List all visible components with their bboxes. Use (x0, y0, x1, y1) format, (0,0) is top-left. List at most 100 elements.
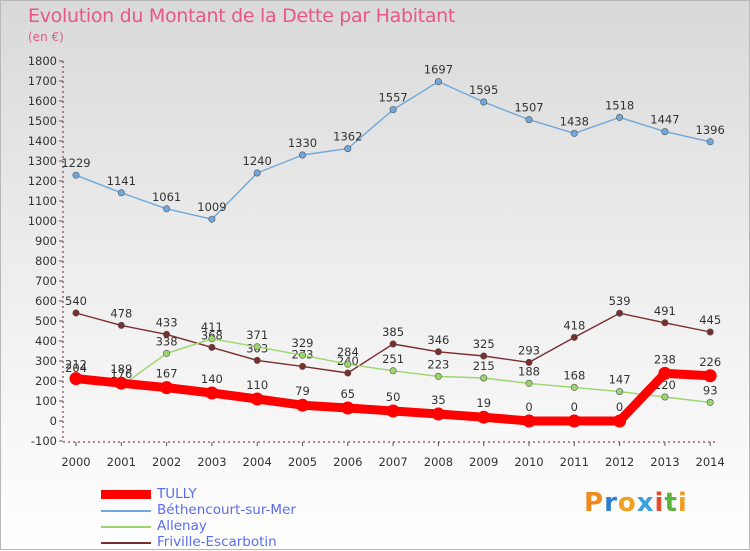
y-tick-label: 1800 (28, 54, 57, 68)
data-point-bethencourt-sur-mer (117, 189, 125, 197)
data-label-tully: 140 (201, 372, 223, 386)
brand-letter: i (654, 488, 665, 518)
data-label-allenay: 371 (246, 328, 268, 342)
data-point-bethencourt-sur-mer (525, 116, 533, 124)
data-label-bethencourt-sur-mer: 1330 (288, 136, 317, 150)
brand-letter: x (636, 488, 655, 518)
data-label-allenay: 215 (473, 359, 495, 373)
brand-letter: o (617, 488, 637, 518)
data-label-bethencourt-sur-mer: 1061 (152, 190, 181, 204)
y-tick-label: 1200 (28, 174, 57, 188)
data-label-allenay: 93 (703, 383, 718, 397)
y-tick-label: 700 (35, 274, 57, 288)
data-point-friville-escarbotin (298, 362, 306, 370)
data-label-tully: 19 (476, 396, 491, 410)
data-label-tully: 0 (525, 400, 532, 414)
y-tick-label: 1600 (28, 94, 57, 108)
data-label-allenay: 411 (201, 320, 223, 334)
data-point-friville-escarbotin (344, 369, 352, 377)
data-label-bethencourt-sur-mer: 1518 (605, 98, 634, 112)
data-point-friville-escarbotin (117, 321, 125, 329)
data-point-friville-escarbotin (208, 343, 216, 351)
data-label-bethencourt-sur-mer: 1141 (107, 174, 136, 188)
data-point-tully (431, 407, 445, 421)
data-label-bethencourt-sur-mer: 1438 (560, 114, 589, 128)
data-point-friville-escarbotin (253, 356, 261, 364)
data-label-tully: 0 (616, 400, 623, 414)
y-tick-label: 1100 (28, 194, 57, 208)
data-point-bethencourt-sur-mer (298, 151, 306, 159)
x-tick-label: 2013 (650, 455, 679, 469)
data-point-tully (522, 414, 536, 428)
y-tick-label: 1000 (28, 214, 57, 228)
data-label-friville-escarbotin: 445 (699, 313, 721, 327)
data-label-friville-escarbotin: 539 (609, 294, 631, 308)
data-point-friville-escarbotin (163, 330, 171, 338)
brand-letter: t (664, 488, 678, 518)
data-label-friville-escarbotin: 478 (110, 306, 132, 320)
y-tick-label: 400 (35, 334, 57, 348)
legend-swatch (101, 526, 151, 528)
brand-letter: P (584, 488, 605, 518)
x-tick-label: 2001 (107, 455, 136, 469)
data-point-tully (341, 401, 355, 415)
data-label-allenay: 329 (292, 336, 314, 350)
x-tick-label: 2008 (424, 455, 453, 469)
data-point-friville-escarbotin (570, 333, 578, 341)
data-point-bethencourt-sur-mer (434, 78, 442, 86)
y-tick-label: 0 (50, 414, 57, 428)
y-tick-label: 600 (35, 294, 57, 308)
data-point-bethencourt-sur-mer (706, 138, 714, 146)
data-label-bethencourt-sur-mer: 1557 (378, 91, 407, 105)
brand-logo: Proxiti (584, 488, 688, 518)
data-point-allenay (389, 367, 397, 375)
data-point-tully (658, 366, 672, 380)
data-label-tully: 110 (246, 378, 268, 392)
y-tick-label: -100 (31, 434, 57, 448)
data-label-bethencourt-sur-mer: 1595 (469, 83, 498, 97)
x-tick-label: 2014 (696, 455, 725, 469)
data-label-bethencourt-sur-mer: 1507 (514, 101, 543, 115)
data-label-allenay: 168 (563, 368, 585, 382)
y-tick-label: 200 (35, 374, 57, 388)
data-point-allenay (344, 360, 352, 368)
y-tick-label: 100 (35, 394, 57, 408)
x-tick-label: 2002 (152, 455, 181, 469)
data-point-bethencourt-sur-mer (163, 205, 171, 213)
data-point-tully (296, 398, 309, 412)
data-label-tully: 79 (295, 384, 310, 398)
legend-label: Allenay (157, 518, 207, 534)
x-tick-label: 2005 (288, 455, 317, 469)
data-point-bethencourt-sur-mer (253, 169, 261, 177)
legend-swatch (101, 490, 151, 499)
x-tick-label: 2004 (243, 455, 272, 469)
data-point-allenay (434, 372, 442, 380)
data-point-allenay (661, 393, 669, 401)
data-label-tully: 212 (65, 358, 87, 372)
data-point-friville-escarbotin (389, 340, 397, 348)
data-point-allenay (616, 388, 624, 396)
x-tick-label: 2007 (378, 455, 407, 469)
legend-label: Béthencourt-sur-Mer (157, 502, 296, 518)
data-point-allenay (253, 343, 261, 351)
brand-letter: r (604, 488, 618, 518)
data-point-bethencourt-sur-mer (344, 145, 352, 153)
data-label-bethencourt-sur-mer: 1009 (197, 200, 226, 214)
data-label-tully: 0 (571, 400, 578, 414)
x-tick-label: 2003 (197, 455, 226, 469)
data-point-allenay (706, 398, 714, 406)
y-tick-label: 1700 (28, 74, 57, 88)
data-point-friville-escarbotin (661, 319, 669, 327)
data-point-tully (69, 372, 83, 386)
data-label-friville-escarbotin: 491 (654, 304, 676, 318)
brand-letter: i (677, 488, 688, 518)
data-label-allenay: 147 (609, 373, 631, 387)
data-label-allenay: 204 (65, 361, 87, 375)
data-point-bethencourt-sur-mer (389, 106, 397, 114)
data-label-bethencourt-sur-mer: 1240 (243, 154, 272, 168)
legend-swatch (101, 510, 151, 512)
y-tick-label: 900 (35, 234, 57, 248)
x-tick-label: 2011 (560, 455, 589, 469)
x-tick-label: 2012 (605, 455, 634, 469)
x-tick-label: 2006 (333, 455, 362, 469)
